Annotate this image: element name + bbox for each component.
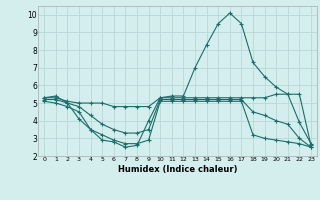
X-axis label: Humidex (Indice chaleur): Humidex (Indice chaleur) bbox=[118, 165, 237, 174]
